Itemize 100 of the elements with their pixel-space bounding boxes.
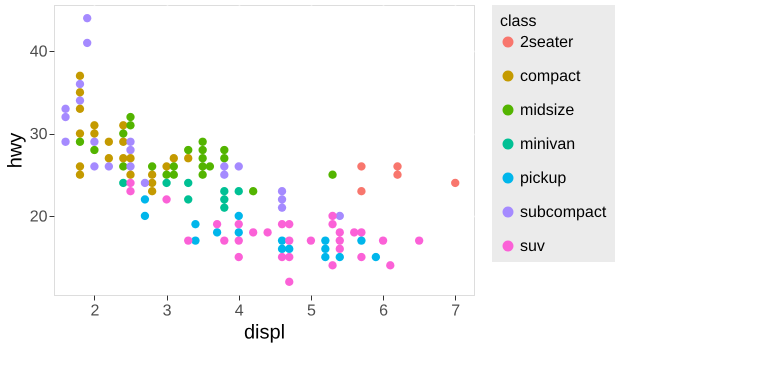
point <box>162 195 171 204</box>
point <box>378 236 388 245</box>
point <box>336 228 344 237</box>
point <box>126 178 135 188</box>
point <box>357 187 366 196</box>
point <box>220 162 228 171</box>
point <box>328 220 337 228</box>
point <box>393 170 402 179</box>
point <box>90 129 99 138</box>
point <box>76 80 84 88</box>
point <box>220 154 228 162</box>
point <box>285 220 294 228</box>
point <box>148 162 156 171</box>
point <box>198 138 207 146</box>
point <box>83 38 92 48</box>
point <box>357 252 366 262</box>
point <box>126 162 135 171</box>
legend-label: pickup <box>520 170 566 187</box>
point <box>184 178 192 188</box>
point <box>104 154 114 162</box>
point <box>234 236 243 245</box>
point <box>336 252 344 262</box>
point <box>76 72 84 80</box>
point <box>76 88 84 97</box>
point <box>234 220 243 228</box>
point <box>414 236 424 245</box>
point <box>61 138 70 146</box>
x-tick-label: 5 <box>306 302 316 320</box>
point <box>220 236 228 245</box>
point <box>357 162 366 171</box>
point <box>126 170 135 179</box>
point <box>140 178 150 188</box>
x-axis-title: displ <box>244 322 286 344</box>
point <box>263 228 272 237</box>
point <box>206 162 214 171</box>
point <box>198 162 207 171</box>
point <box>328 261 337 270</box>
y-tick-label: 40 <box>30 44 48 61</box>
point <box>119 129 128 138</box>
point <box>278 195 286 204</box>
x-tick-label: 2 <box>90 302 100 320</box>
legend-label: minivan <box>520 136 576 153</box>
point <box>285 244 294 254</box>
point <box>278 252 286 262</box>
point <box>76 138 84 146</box>
point <box>234 187 243 196</box>
point <box>184 154 192 162</box>
point <box>357 228 366 237</box>
y-tick-label: 30 <box>30 126 48 144</box>
point <box>76 170 84 179</box>
point <box>170 162 178 171</box>
point <box>162 170 171 179</box>
point <box>119 138 128 146</box>
point <box>336 212 344 220</box>
point <box>162 162 171 171</box>
legend-label: subcompact <box>520 204 607 221</box>
point <box>104 162 114 171</box>
point <box>285 236 294 245</box>
point <box>191 236 200 245</box>
legend-label: suv <box>520 238 545 255</box>
legend-label: 2seater <box>520 34 574 51</box>
point <box>90 146 99 154</box>
point <box>336 236 344 245</box>
point <box>278 187 286 196</box>
point <box>126 121 135 130</box>
point <box>321 244 330 254</box>
point <box>104 138 114 146</box>
point <box>328 212 337 220</box>
point <box>321 236 330 245</box>
point <box>76 104 84 113</box>
point <box>328 170 337 179</box>
x-tick-label: 6 <box>379 302 388 320</box>
point <box>126 154 135 162</box>
point <box>148 170 156 179</box>
point <box>285 278 294 286</box>
point <box>126 187 135 196</box>
point <box>61 112 70 122</box>
point <box>119 162 128 171</box>
point <box>90 162 99 171</box>
point <box>126 138 135 146</box>
x-tick-label: 3 <box>162 302 172 320</box>
legend-label: midsize <box>520 102 574 119</box>
point <box>90 121 99 130</box>
point <box>234 252 243 262</box>
point <box>350 228 358 237</box>
point <box>220 203 228 212</box>
point <box>76 96 84 105</box>
point <box>212 220 222 228</box>
point <box>198 170 207 179</box>
point <box>372 252 380 262</box>
point <box>162 178 171 188</box>
point <box>198 146 207 154</box>
point <box>140 195 150 204</box>
y-tick-label: 20 <box>30 208 48 226</box>
point <box>119 178 128 188</box>
point <box>278 220 286 228</box>
point <box>278 244 286 254</box>
point <box>83 14 92 22</box>
point <box>234 212 243 220</box>
point <box>170 170 178 179</box>
